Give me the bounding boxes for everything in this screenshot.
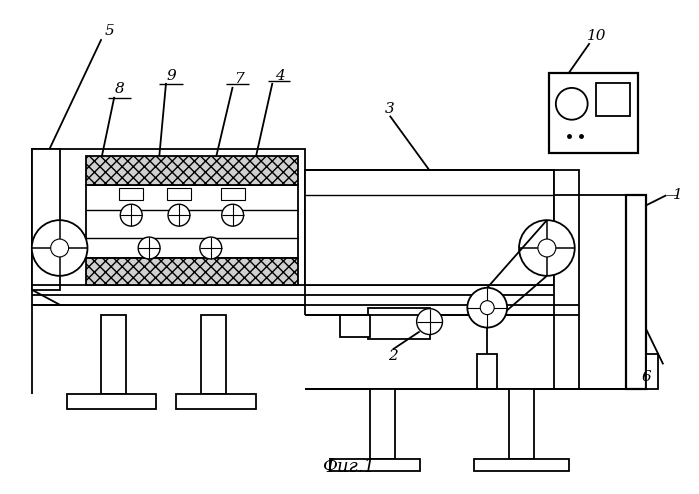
Bar <box>647 354 658 389</box>
Bar <box>31 149 59 290</box>
Text: 8: 8 <box>115 82 124 96</box>
Circle shape <box>138 237 160 259</box>
Text: 9: 9 <box>166 69 176 83</box>
Bar <box>221 188 245 200</box>
Bar <box>475 459 569 471</box>
Text: 4: 4 <box>275 69 285 83</box>
Bar <box>370 389 395 459</box>
Bar <box>626 195 647 389</box>
Text: 5: 5 <box>104 24 114 38</box>
Circle shape <box>31 220 87 276</box>
Bar <box>87 156 298 185</box>
Text: 3: 3 <box>385 102 395 116</box>
Circle shape <box>468 288 507 328</box>
Circle shape <box>200 237 222 259</box>
Circle shape <box>51 239 69 257</box>
Circle shape <box>538 239 556 257</box>
Text: 7: 7 <box>233 72 243 86</box>
Text: 10: 10 <box>587 29 606 43</box>
Circle shape <box>417 309 442 334</box>
Bar <box>201 315 226 394</box>
Circle shape <box>168 204 190 226</box>
Bar <box>31 149 305 305</box>
Bar <box>305 170 554 285</box>
Circle shape <box>556 88 588 120</box>
Circle shape <box>120 204 142 226</box>
Text: 6: 6 <box>642 370 651 384</box>
Circle shape <box>519 220 575 276</box>
Bar <box>596 83 630 116</box>
Bar <box>330 459 419 471</box>
Bar <box>340 315 370 337</box>
Bar <box>167 188 191 200</box>
Bar <box>176 394 256 409</box>
Bar <box>101 315 127 394</box>
Bar <box>549 73 638 153</box>
Circle shape <box>222 204 243 226</box>
Bar <box>87 258 298 285</box>
Bar <box>120 188 143 200</box>
Bar <box>66 394 156 409</box>
Circle shape <box>480 301 494 315</box>
Bar <box>554 170 579 389</box>
Bar <box>368 308 430 339</box>
Bar <box>477 354 497 389</box>
Text: 1: 1 <box>673 188 683 202</box>
Text: Фиг.1: Фиг.1 <box>322 458 375 476</box>
Text: 2: 2 <box>388 349 398 364</box>
Bar <box>509 389 534 459</box>
Bar <box>87 185 298 258</box>
